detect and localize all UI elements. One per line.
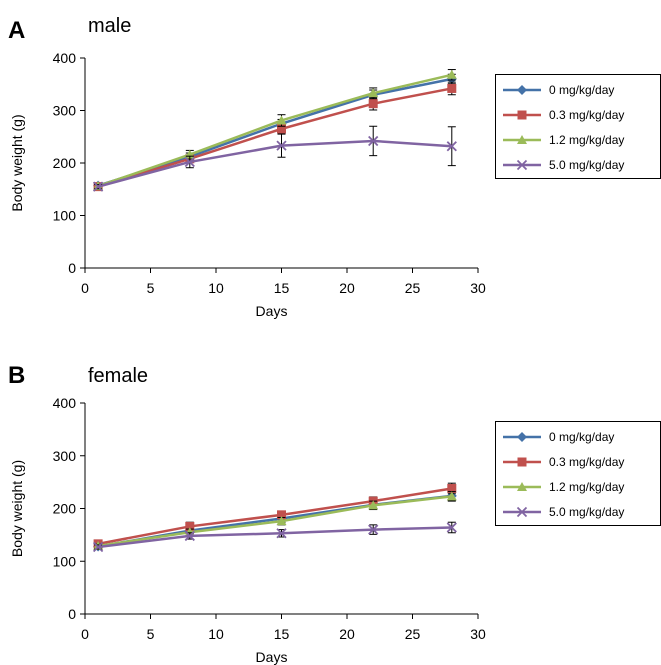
chart-title: female [88,365,148,387]
x-tick-label: 30 [470,626,486,642]
series-1 [93,81,457,192]
y-tick-label: 100 [53,553,77,569]
data-point [446,69,457,79]
legend: 0 mg/kg/day 0.3 mg/kg/day 1.2 mg/kg/day 5.0… [495,421,661,526]
data-point [368,88,379,98]
legend: 0 mg/kg/day 0.3 mg/kg/day 1.2 mg/kg/day 5.0… [495,74,661,179]
legend-label: 0 mg/kg/day [549,430,614,444]
legend-item: 1.2 mg/kg/day [503,480,624,494]
panel-label: A [8,17,25,44]
panel-label: B [8,362,25,389]
legend-marker [517,482,527,491]
legend-marker [516,506,528,518]
data-point [368,524,379,535]
legend-item: 0 mg/kg/day [503,430,614,444]
series-line [97,139,452,188]
legend-marker [517,457,527,467]
x-tick-label: 15 [274,280,290,296]
data-point [184,156,195,168]
x-tick-label: 25 [405,626,421,642]
series-line [97,487,452,546]
data-point [368,500,379,510]
x-tick-label: 0 [81,280,89,296]
legend-label: 0.3 mg/kg/day [549,455,624,469]
data-point [447,483,457,493]
y-axis-label: Body weight (g) [9,114,25,211]
x-tick-label: 30 [470,280,486,296]
data-point [277,124,286,134]
legend-label: 0.3 mg/kg/day [549,108,624,122]
legend-label: 1.2 mg/kg/day [549,480,624,494]
y-tick-label: 400 [53,395,77,411]
legend-label: 5.0 mg/kg/day [549,505,624,519]
x-tick-label: 0 [81,626,89,642]
x-tick-label: 15 [274,626,290,642]
data-point [276,140,287,151]
data-point [276,516,287,526]
data-point [446,491,457,501]
legend-label: 1.2 mg/kg/day [549,133,624,147]
data-point [276,115,287,125]
x-tick-label: 10 [208,626,224,642]
series-3 [92,125,457,192]
legend-item: 0.3 mg/kg/day [503,455,624,469]
data-point [368,135,379,147]
y-tick-label: 200 [53,501,77,517]
y-tick-label: 400 [53,50,77,66]
data-point [276,528,287,539]
data-point [447,83,457,93]
legend-marker [516,159,528,171]
data-point [368,99,378,109]
data-point [446,522,457,533]
series-3 [92,521,457,553]
y-tick-label: 0 [68,260,76,276]
x-tick-label: 5 [147,626,155,642]
x-tick-label: 20 [339,280,355,296]
x-axis-label: Days [256,303,288,319]
x-tick-label: 20 [339,626,355,642]
legend-item: 0.3 mg/kg/day [503,108,624,122]
data-point [277,510,286,520]
legend-marker [517,110,527,120]
legend-item: 5.0 mg/kg/day [503,505,624,519]
data-point [92,541,104,553]
legend-item: 0 mg/kg/day [503,83,614,97]
legend-item: 1.2 mg/kg/day [503,133,624,147]
y-tick-label: 300 [53,448,77,464]
legend-item: 5.0 mg/kg/day [503,158,624,172]
y-tick-label: 200 [53,155,77,171]
x-tick-label: 5 [147,280,155,296]
data-point [92,181,104,192]
data-point [184,530,195,542]
x-tick-label: 25 [405,280,421,296]
legend-marker [517,85,527,95]
x-axis-label: Days [256,649,288,665]
y-tick-label: 0 [68,606,76,622]
y-axis-label: Body weight (g) [9,460,25,557]
data-point [185,521,195,531]
legend-marker [517,135,527,144]
chart-title: male [88,15,131,37]
series-line [97,495,452,548]
legend-label: 5.0 mg/kg/day [549,158,624,172]
legend-marker [517,432,527,442]
legend-label: 0 mg/kg/day [549,83,614,97]
data-point [446,141,457,152]
x-tick-label: 10 [208,280,224,296]
y-tick-label: 300 [53,103,77,119]
y-tick-label: 100 [53,208,77,224]
